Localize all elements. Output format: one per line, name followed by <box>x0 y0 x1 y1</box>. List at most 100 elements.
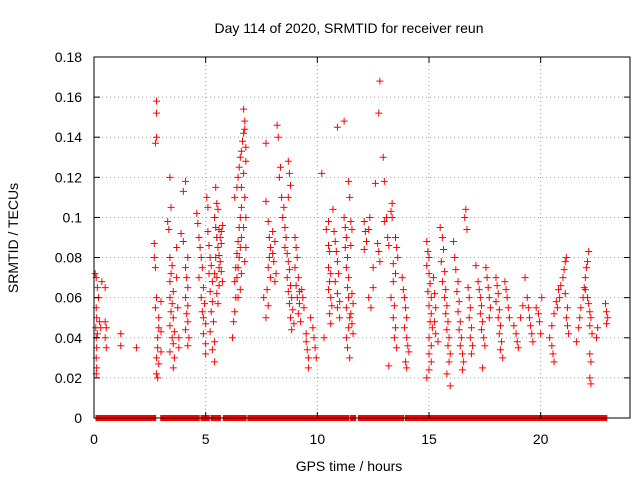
data-point <box>165 225 173 233</box>
data-point <box>454 308 462 316</box>
data-point <box>309 324 317 332</box>
data-point <box>264 217 272 225</box>
data-point <box>166 294 174 302</box>
data-point <box>486 304 494 312</box>
data-point <box>281 223 289 231</box>
data-point <box>340 117 348 125</box>
data-point <box>429 274 437 282</box>
data-point <box>169 314 177 322</box>
data-point <box>431 290 439 298</box>
data-point <box>295 300 303 308</box>
data-point <box>237 270 245 278</box>
data-point <box>476 310 484 318</box>
data-point <box>380 217 388 225</box>
data-point <box>153 109 161 117</box>
data-point <box>399 286 407 294</box>
data-point <box>586 308 594 316</box>
data-point <box>582 264 590 272</box>
data-point <box>290 320 298 328</box>
data-point <box>265 234 273 241</box>
y-tick-label: 0.08 <box>55 250 82 266</box>
data-point <box>455 326 463 334</box>
data-point <box>477 302 485 310</box>
data-point <box>563 322 571 330</box>
data-point <box>170 354 178 362</box>
data-point <box>442 310 450 318</box>
data-point <box>523 294 531 302</box>
data-point <box>266 244 274 252</box>
data-point <box>325 264 332 272</box>
data-point <box>502 286 510 294</box>
data-point <box>208 278 216 286</box>
x-tick-label: 10 <box>310 431 326 447</box>
data-point <box>388 213 396 221</box>
data-point <box>184 302 192 310</box>
data-point <box>425 350 433 358</box>
data-point <box>237 183 245 191</box>
data-point <box>584 294 592 302</box>
data-point <box>342 234 350 241</box>
data-point <box>424 288 432 296</box>
data-point <box>434 338 442 346</box>
data-point <box>167 203 175 211</box>
data-point <box>117 330 125 338</box>
data-point <box>577 304 585 312</box>
data-point <box>166 322 174 330</box>
data-point <box>432 330 440 338</box>
data-point <box>536 318 544 326</box>
data-point <box>465 294 473 302</box>
data-point <box>231 193 239 201</box>
data-point <box>169 340 177 348</box>
data-point <box>183 310 191 318</box>
data-point <box>425 254 433 262</box>
data-point <box>345 324 353 332</box>
data-point <box>274 133 282 141</box>
data-point <box>332 248 340 256</box>
data-point <box>213 274 221 282</box>
data-point <box>485 314 493 322</box>
y-axis-label: SRMTID / TECUs <box>5 183 21 293</box>
data-point <box>392 324 399 332</box>
data-point <box>481 342 489 350</box>
data-point <box>214 300 222 308</box>
data-point <box>365 225 373 233</box>
data-point <box>394 254 402 262</box>
data-point <box>385 362 393 370</box>
data-point <box>333 123 341 131</box>
data-point <box>341 244 349 252</box>
data-point <box>166 348 174 356</box>
data-point <box>482 264 490 272</box>
data-point <box>504 304 512 312</box>
data-point <box>289 306 297 314</box>
data-point <box>264 264 272 272</box>
data-point <box>288 326 296 334</box>
data-point <box>349 300 357 308</box>
data-point <box>494 290 502 298</box>
data-point <box>212 183 220 191</box>
data-point <box>195 274 203 282</box>
data-point <box>169 288 177 296</box>
data-point <box>587 358 595 366</box>
x-tick-label: 20 <box>533 431 549 447</box>
data-point <box>393 344 401 352</box>
data-point <box>402 304 410 312</box>
data-point <box>459 350 466 358</box>
data-point <box>460 358 468 366</box>
data-point <box>438 234 446 241</box>
data-point <box>182 177 190 185</box>
data-point <box>329 205 337 213</box>
data-point <box>499 354 507 362</box>
data-point <box>273 121 281 129</box>
axis-ticks: 0 0.02 0.04 0.06 0.08 0.1 0.12 0.14 0.16 0.18 0 5 10… <box>55 49 630 447</box>
data-point <box>234 173 242 181</box>
data-point <box>492 274 500 282</box>
data-point <box>101 318 109 326</box>
data-point <box>441 294 449 302</box>
data-point <box>333 258 341 266</box>
data-point <box>102 324 110 332</box>
data-point <box>102 344 110 352</box>
data-point <box>601 300 609 308</box>
y-tick-label: 0 <box>74 410 82 426</box>
data-point <box>330 227 338 235</box>
